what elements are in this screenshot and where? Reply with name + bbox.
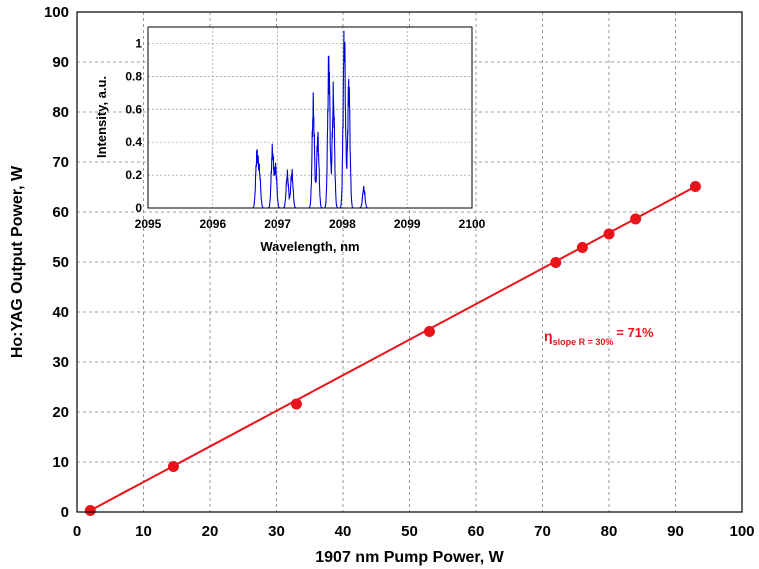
- y-axis-label: Ho:YAG Output Power, W: [9, 165, 26, 358]
- data-point: [550, 257, 562, 268]
- y-tick-label: 90: [52, 54, 69, 71]
- y-tick-label: 50: [52, 254, 69, 271]
- fit-line-group: [89, 185, 696, 512]
- inset-x-tick-label: 2099: [394, 217, 421, 231]
- x-tick-label: 100: [729, 523, 754, 540]
- inset-y-tick-label: 0: [135, 201, 142, 215]
- x-tick-label: 20: [202, 523, 219, 540]
- data-point: [290, 398, 302, 410]
- x-tick-labels: 0 10 20 30 40 50 60 70 80 90 100: [73, 523, 755, 540]
- inset-y-tick-label: 1: [135, 36, 142, 50]
- x-tick-label: 40: [335, 523, 352, 540]
- y-tick-label: 70: [52, 154, 69, 171]
- inset-plot-area: [148, 27, 472, 208]
- inset-x-tick-labels: 2095 2096 2097 2098 2099 2100: [135, 217, 486, 231]
- inset-plot-frame: [147, 26, 473, 209]
- inset-x-tick-label: 2097: [264, 217, 291, 231]
- x-tick-label: 70: [534, 523, 551, 540]
- x-tick-label: 50: [401, 523, 418, 540]
- inset-y-tick-label: 0.6: [125, 102, 142, 116]
- inset-y-tick-labels: 0 0.2 0.4 0.6 0.8 1: [125, 36, 142, 215]
- data-point: [689, 181, 701, 192]
- data-point: [630, 213, 642, 225]
- inset-x-tick-label: 2096: [199, 217, 226, 231]
- x-tick-label: 10: [135, 523, 152, 540]
- slope-subscript: slope R = 30%: [553, 337, 614, 347]
- eta-symbol: η: [544, 328, 553, 344]
- data-point: [84, 505, 96, 516]
- y-tick-label: 10: [52, 454, 69, 471]
- data-point: [423, 326, 435, 337]
- inset-y-tick-label: 0.4: [125, 135, 142, 149]
- inset-y-axis-label: Intensity, a.u.: [94, 76, 109, 158]
- y-tick-label: 30: [52, 354, 69, 371]
- data-point: [576, 242, 588, 253]
- y-tick-label: 80: [52, 104, 69, 121]
- inset-x-axis-label: Wavelength, nm: [260, 239, 359, 254]
- inset-x-tick-label: 2095: [135, 217, 162, 231]
- data-point: [167, 461, 179, 472]
- y-tick-label: 100: [44, 4, 69, 21]
- main-plot-frame: [76, 11, 743, 513]
- inset-y-tick-label: 0.2: [125, 168, 142, 182]
- slope-value: = 71%: [616, 325, 654, 340]
- x-tick-label: 0: [73, 523, 81, 540]
- inset-x-tick-label: 2100: [459, 217, 486, 231]
- inset-spectrum: 2095 2096 2097 2098 2099 2100 00.20.40.60.81 …: [94, 26, 486, 254]
- y-tick-label: 20: [52, 404, 69, 421]
- slope-annotation: ηslope R = 30%= 71%: [544, 325, 654, 347]
- y-tick-label: 60: [52, 204, 69, 221]
- inset-y-tick-label: 0.8: [125, 69, 142, 83]
- fit-line: [89, 185, 696, 512]
- x-tick-label: 30: [268, 523, 285, 540]
- x-tick-label: 60: [468, 523, 485, 540]
- x-tick-label: 80: [601, 523, 618, 540]
- data-points: [84, 181, 701, 516]
- y-tick-labels: 0 10 20 30 40 50 60 70 80 90 100: [44, 4, 69, 521]
- x-tick-label: 90: [667, 523, 684, 540]
- inset-grid: [148, 27, 472, 208]
- inset-x-tick-label: 2098: [329, 217, 356, 231]
- y-tick-label: 40: [52, 304, 69, 321]
- data-point: [603, 228, 615, 240]
- x-axis-label: 1907 nm Pump Power, W: [315, 549, 504, 566]
- y-tick-label: 0: [61, 504, 69, 521]
